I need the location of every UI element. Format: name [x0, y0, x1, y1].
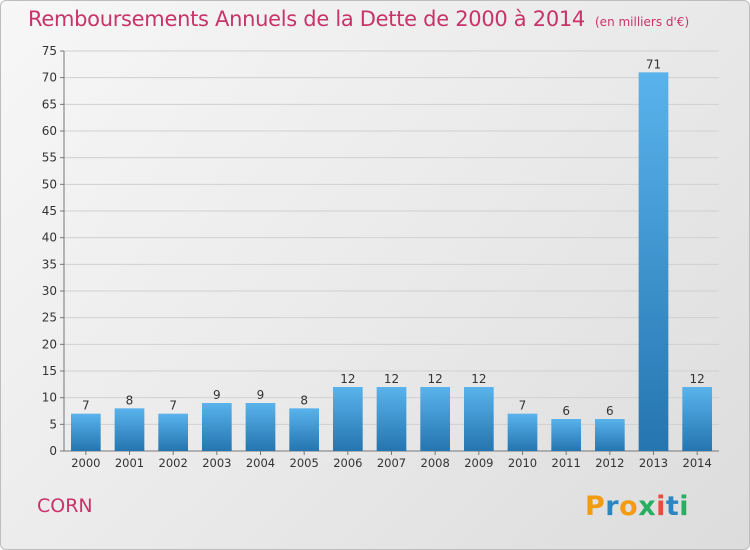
- y-tick-label: 50: [42, 177, 57, 191]
- brand-letter: o: [619, 491, 639, 522]
- bar-value-label: 6: [606, 404, 614, 418]
- x-tick-label: 2005: [290, 456, 319, 470]
- brand-letter: x: [638, 491, 657, 522]
- x-tick-label: 2007: [377, 456, 406, 470]
- y-tick-label: 35: [42, 257, 57, 271]
- brand-letter: P: [585, 491, 606, 522]
- y-tick-label: 60: [42, 124, 57, 138]
- x-tick-label: 2011: [552, 456, 581, 470]
- bar-value-label: 12: [384, 372, 399, 386]
- bar-value-label: 12: [690, 372, 705, 386]
- bar-2014: [682, 387, 713, 451]
- bar-2008: [420, 387, 451, 451]
- x-tick-label: 2000: [71, 456, 100, 470]
- y-tick-label: 15: [42, 364, 57, 378]
- grid-layer: [64, 50, 719, 425]
- y-tick-label: 5: [49, 417, 57, 431]
- bar-2009: [463, 387, 494, 451]
- y-tick-label: 30: [42, 284, 57, 298]
- bar-value-label: 6: [562, 404, 570, 418]
- y-tick-label: 10: [42, 391, 57, 405]
- bar-2010: [507, 413, 538, 451]
- bar-2013: [638, 72, 669, 451]
- bar-value-label: 12: [471, 372, 486, 386]
- x-tick-label: 2012: [595, 456, 624, 470]
- bar-2005: [289, 408, 320, 451]
- brand-letter: t: [665, 491, 680, 522]
- y-tick-label: 45: [42, 204, 57, 218]
- bar-2012: [594, 419, 625, 451]
- bar-value-label: 9: [257, 388, 265, 402]
- y-tick-label: 70: [42, 71, 57, 85]
- x-tick-label: 2002: [159, 456, 188, 470]
- label-layer: 7 2000 8 2001 7 2002 9 2003 9 2004 8 2005 12 2006 12 20…: [71, 57, 712, 470]
- y-tick-label: 25: [42, 311, 57, 325]
- bar-2007: [376, 387, 407, 451]
- bar-value-label: 12: [428, 372, 443, 386]
- bar-layer: [70, 72, 713, 451]
- bar-2000: [70, 413, 101, 451]
- x-tick-label: 2010: [508, 456, 537, 470]
- bar-value-label: 7: [519, 399, 527, 413]
- x-tick-label: 2013: [639, 456, 668, 470]
- city-name: CORN: [37, 495, 93, 517]
- x-tick-label: 2014: [683, 456, 712, 470]
- brand-letter: r: [605, 491, 620, 522]
- y-tick-label: 0: [49, 444, 57, 458]
- bar-2004: [245, 403, 276, 451]
- x-tick-label: 2003: [202, 456, 231, 470]
- bar-value-label: 8: [300, 393, 308, 407]
- bar-2006: [332, 387, 363, 451]
- y-tick-label: 65: [42, 97, 57, 111]
- x-tick-label: 2006: [333, 456, 362, 470]
- y-tick-label: 55: [42, 151, 57, 165]
- brand-letter: i: [656, 491, 666, 522]
- bar-2011: [551, 419, 582, 451]
- chart-title: Remboursements Annuels de la Dette de 20…: [28, 7, 585, 31]
- bar-value-label: 9: [213, 388, 221, 402]
- x-tick-label: 2004: [246, 456, 275, 470]
- bar-value-label: 71: [646, 57, 661, 71]
- y-tick-label: 20: [42, 337, 57, 351]
- bar-value-label: 8: [126, 393, 134, 407]
- chart-unit: (en milliers d'€): [595, 15, 690, 29]
- bar-2001: [114, 408, 145, 451]
- y-tick-label: 75: [42, 44, 57, 58]
- title-block: Remboursements Annuels de la Dette de 20…: [28, 7, 689, 31]
- bar-value-label: 7: [169, 399, 177, 413]
- brand-logo: Proxiti: [585, 491, 689, 522]
- x-tick-label: 2001: [115, 456, 144, 470]
- brand-letter: i: [679, 491, 690, 522]
- bar-value-label: 7: [82, 399, 90, 413]
- bar-2003: [201, 403, 232, 451]
- bar-2002: [158, 413, 189, 451]
- x-tick-label: 2008: [421, 456, 450, 470]
- y-tick-label: 40: [42, 231, 57, 245]
- bar-value-label: 12: [340, 372, 355, 386]
- x-tick-label: 2009: [464, 456, 493, 470]
